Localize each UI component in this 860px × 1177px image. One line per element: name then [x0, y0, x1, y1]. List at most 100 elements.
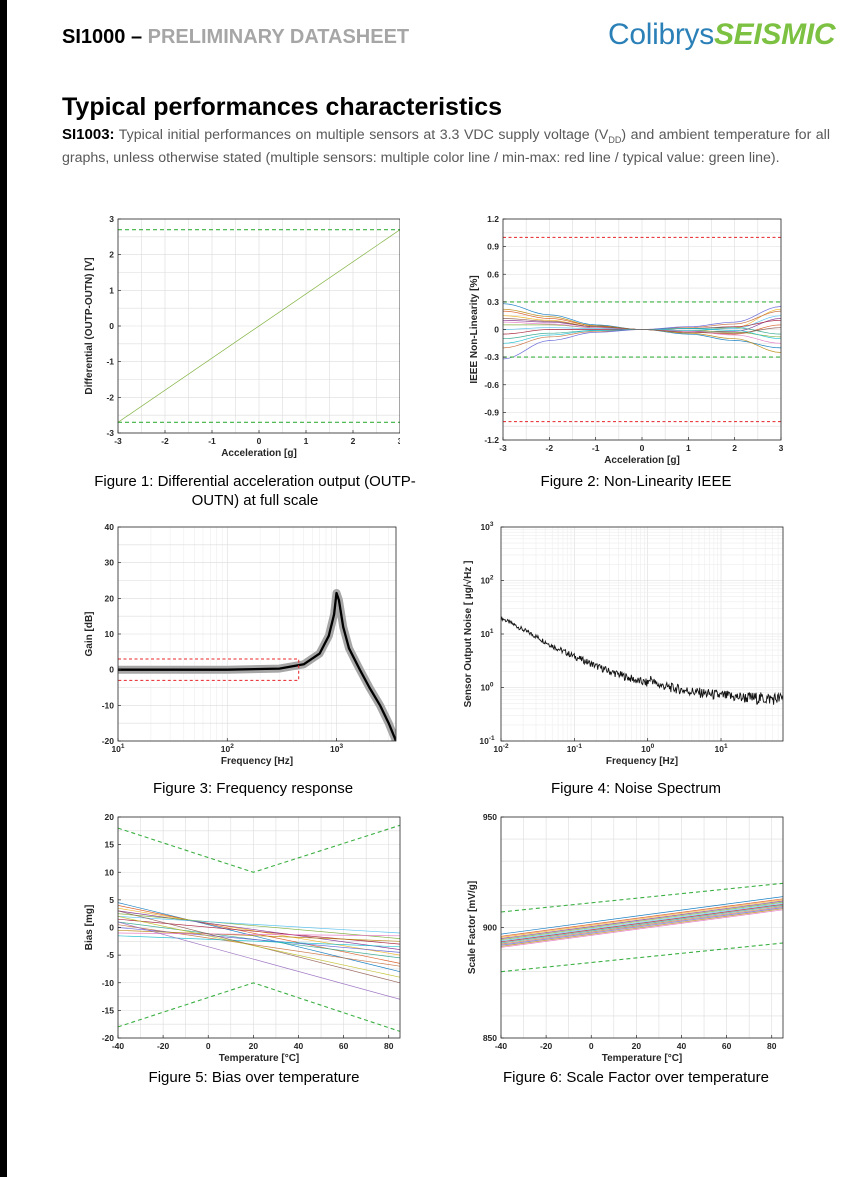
fig5-y-tick-label: 20	[105, 812, 115, 822]
fig1-sensor-line	[118, 229, 400, 423]
figure-3-chart: 101 102 103 -20 -10 0 10 20 30 40 Frequency [Hz] Ga…	[70, 520, 400, 767]
fig3-x-tick-label-exp: 2	[230, 743, 234, 750]
fig2-y-tick-label: 0.6	[487, 269, 499, 279]
fig2-series-group	[503, 236, 781, 423]
fig5-sensor-line	[118, 929, 400, 942]
fig5-sensor-line	[118, 913, 400, 939]
fig6-y-tick-label-base: 950	[483, 812, 497, 822]
page-left-edge	[0, 0, 7, 1177]
fig2-x-tick-label-base: -1	[592, 443, 600, 453]
fig2-y-tick-label-base: 0	[494, 325, 499, 335]
fig6-x-tick-label-base: 80	[767, 1041, 777, 1051]
figure-6-caption: Figure 6: Scale Factor over temperature	[503, 1069, 769, 1086]
fig3-y-tick-label-base: -10	[102, 700, 115, 710]
fig6-x-tick-label-base: 60	[722, 1041, 732, 1051]
fig2-x-tick-label: 2	[732, 443, 737, 453]
figure-1-chart: -3 -2 -1 0 1 2 3 -3 -2 -1 0 1 2 3 Acceleration [g] Diff…	[70, 213, 400, 459]
figure-4-chart: 10-2 10-1 100 101 10-1 100 101 102 103 Frequency …	[455, 520, 785, 767]
fig4-y-tick-label: 102	[480, 575, 493, 586]
fig5-y-tick-label: -15	[102, 1005, 115, 1015]
fig3-x-tick-label: 102	[221, 743, 234, 754]
fig2-y-tick-label-base: 0.3	[487, 297, 499, 307]
fig5-y-tick-label-base: 5	[109, 895, 114, 905]
fig6-x-tick-label: 20	[632, 1041, 642, 1051]
figure-6-chart: -40 -20 0 20 40 60 80 850 900 950 Temperature [°C]…	[455, 810, 785, 1064]
fig6-y-tick-label: 900	[483, 923, 497, 933]
fig5-sensor-line	[118, 932, 400, 937]
fig3-y-tick-label: 40	[105, 522, 115, 532]
fig5-x-tick-label-base: 60	[339, 1041, 349, 1051]
fig3-y-tick-label-base: 30	[105, 558, 115, 568]
fig1-x-tick-label: -3	[114, 436, 122, 446]
fig4-y-axis-label: Sensor Output Noise [ µg/√Hz ]	[463, 561, 474, 708]
fig3-x-tick-label-exp: 1	[121, 743, 125, 750]
fig2-x-tick-label: -1	[592, 443, 600, 453]
fig5-sensor-line	[118, 918, 400, 945]
fig6-sensor-line	[501, 896, 783, 935]
fig2-y-tick-label-base: -0.3	[484, 352, 499, 362]
fig3-y-tick-label: 0	[109, 665, 114, 675]
fig3-y-tick-label: 30	[105, 558, 115, 568]
fig5-x-axis-label: Temperature [°C]	[219, 1053, 300, 1064]
fig4-x-tick-label-exp: 0	[651, 743, 655, 750]
fig3-x-tick-label: 101	[111, 743, 124, 754]
fig5-sensor-line	[118, 935, 400, 948]
fig5-x-tick-label: 80	[384, 1041, 394, 1051]
fig4-x-tick-label-base: 10	[493, 744, 503, 754]
fig5-y-tick-label-base: -10	[102, 978, 115, 988]
fig6-sensor-line	[501, 899, 783, 938]
fig3-y-tick-label-base: -20	[102, 736, 115, 746]
fig3-x-tick-label-exp: 3	[339, 743, 343, 750]
fig1-x-tick-label-base: 3	[398, 436, 400, 446]
fig1-y-tick-label: -3	[106, 428, 114, 438]
fig4-x-tick-label: 100	[641, 743, 654, 754]
fig5-y-tick-label: 15	[105, 840, 115, 850]
fig6-sensor-line	[501, 906, 783, 945]
fig6-sensor-line	[501, 903, 783, 943]
doc-code: SI1000 –	[62, 26, 143, 48]
fig1-series-group	[118, 229, 400, 423]
fig2-y-tick-label-base: 1.2	[487, 214, 499, 224]
fig3-y-tick-label-base: 40	[105, 522, 115, 532]
fig2-x-axis-label: Acceleration [g]	[604, 455, 680, 466]
fig1-y-tick-label: 3	[109, 214, 114, 224]
figure-2-chart: -3 -2 -1 0 1 2 3 -1.2 -0.9 -0.6 -0.3 0 0.3 0.6 0.9 1.2 A…	[455, 213, 785, 466]
fig5-sensor-line	[118, 910, 400, 950]
fig6-sensor-line	[501, 909, 783, 948]
fig1-y-tick-label-base: -2	[106, 392, 114, 402]
fig5-y-tick-label-base: -15	[102, 1005, 115, 1015]
intro-text-b: ) and ambient temperature for all graphs…	[62, 127, 830, 166]
fig4-y-tick-label-base: 10	[480, 576, 490, 586]
logo-seismic: SEISMIC	[713, 18, 836, 51]
fig6-sensor-line	[501, 907, 783, 946]
fig3-series-group	[118, 589, 396, 741]
fig2-x-tick-label: 0	[640, 443, 645, 453]
fig4-y-tick-label-base: 10	[480, 522, 490, 532]
fig2-y-tick-label: -0.9	[484, 407, 499, 417]
fig2-y-axis-label: IEEE Non-Linearity [%]	[469, 275, 480, 383]
fig2-y-tick-label: 1.2	[487, 214, 499, 224]
fig5-sensor-line	[118, 916, 400, 934]
fig1-y-tick-label-base: 2	[109, 250, 114, 260]
fig3-response-line	[118, 591, 396, 741]
fig1-x-tick-label: 0	[257, 436, 262, 446]
fig5-sensor-line	[118, 927, 400, 953]
fig6-sensor-line	[501, 898, 783, 937]
fig6-y-tick-label: 950	[483, 812, 497, 822]
fig1-y-tick-label: -2	[106, 392, 114, 402]
fig6-x-tick-label-base: -40	[495, 1041, 508, 1051]
fig6-sensor-line	[501, 908, 783, 947]
fig5-y-tick-label: -5	[106, 950, 114, 960]
fig1-x-tick-label: -1	[208, 436, 216, 446]
fig2-y-tick-label: -0.3	[484, 352, 499, 362]
fig5-x-tick-label: -20	[157, 1041, 170, 1051]
fig2-x-tick-label-base: 1	[686, 443, 691, 453]
fig2-y-tick-label: 0	[494, 325, 499, 335]
fig5-typical-line	[118, 824, 400, 873]
fig6-x-tick-label-base: 20	[632, 1041, 642, 1051]
fig5-y-tick-label: 10	[105, 867, 115, 877]
fig2-sensor-line	[503, 318, 781, 334]
fig6-sensor-line	[501, 901, 783, 941]
figure-1-svg: -3 -2 -1 0 1 2 3 -3 -2 -1 0 1 2 3 Acceleration [g] Diff…	[84, 214, 400, 459]
